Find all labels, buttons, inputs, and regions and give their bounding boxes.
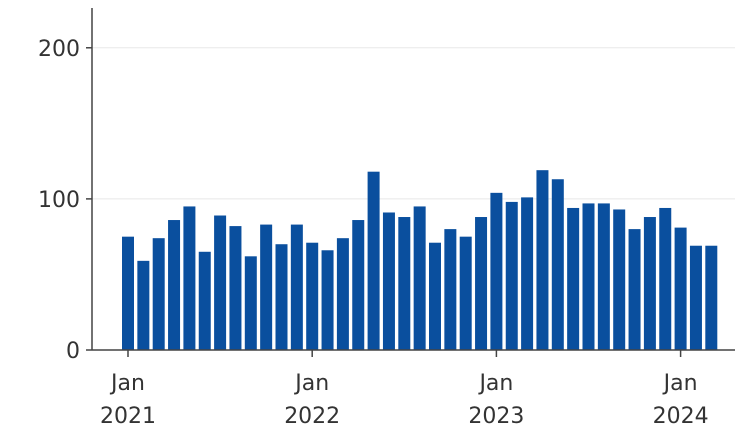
bar-2023-08 bbox=[597, 203, 610, 350]
bar-2023-01 bbox=[490, 192, 503, 350]
bar-2023-06 bbox=[567, 207, 580, 350]
x-tick-label-year: 2023 bbox=[468, 404, 524, 429]
bar-2022-09 bbox=[429, 242, 441, 350]
x-tick-label-year: 2022 bbox=[284, 404, 340, 429]
bar-2022-08 bbox=[413, 206, 426, 350]
gridlines bbox=[92, 47, 735, 200]
x-tick-label-year: 2024 bbox=[653, 404, 709, 429]
y-tick-label: 0 bbox=[66, 339, 80, 364]
bar-2023-02 bbox=[505, 201, 518, 350]
bar-2021-04 bbox=[168, 220, 181, 350]
bar-2021-10 bbox=[260, 224, 273, 350]
bar-2021-01 bbox=[122, 236, 134, 350]
bar-2021-12 bbox=[290, 224, 303, 350]
x-tick-label-month: Jan bbox=[662, 371, 698, 396]
bar-2021-07 bbox=[214, 215, 227, 350]
bar-2023-10 bbox=[628, 229, 641, 350]
x-axis-ticks: Jan 2021 Jan 2022 Jan 2023 Jan 2024 bbox=[100, 350, 709, 429]
x-tick-label-month: Jan bbox=[477, 371, 513, 396]
bar-2023-11 bbox=[643, 217, 656, 350]
bar-2023-03 bbox=[521, 197, 534, 350]
bar-2022-05 bbox=[367, 171, 380, 350]
bar-2024-02 bbox=[689, 245, 702, 350]
bars bbox=[122, 170, 718, 350]
bar-2022-04 bbox=[352, 220, 365, 350]
bar-2023-07 bbox=[582, 203, 595, 350]
bar-2021-08 bbox=[229, 226, 242, 350]
x-tick-label-month: Jan bbox=[109, 371, 145, 396]
bar-2021-11 bbox=[275, 244, 288, 350]
bar-2024-03 bbox=[705, 245, 718, 350]
bar-2022-07 bbox=[398, 217, 411, 350]
bar-2022-02 bbox=[321, 250, 334, 350]
bar-2022-10 bbox=[444, 229, 457, 350]
y-axis-ticks: 0 100 200 bbox=[38, 37, 92, 364]
bar-2023-09 bbox=[613, 209, 626, 350]
bar-2021-02 bbox=[137, 260, 150, 350]
bar-2022-03 bbox=[336, 238, 349, 350]
y-tick-label: 200 bbox=[38, 37, 80, 62]
bar-2022-12 bbox=[475, 217, 488, 350]
bar-2022-01 bbox=[306, 242, 319, 350]
bar-2023-04 bbox=[536, 170, 549, 350]
y-tick-label: 100 bbox=[38, 188, 80, 213]
bar-2023-05 bbox=[551, 179, 564, 350]
bar-2022-06 bbox=[382, 212, 395, 350]
x-tick-label-month: Jan bbox=[293, 371, 329, 396]
bar-2021-09 bbox=[244, 256, 257, 350]
bar-2021-05 bbox=[183, 206, 196, 350]
x-tick-label-year: 2021 bbox=[100, 404, 156, 429]
bar-2024-01 bbox=[674, 227, 687, 350]
bar-2023-12 bbox=[659, 207, 672, 350]
bar-2021-03 bbox=[152, 238, 165, 350]
axes bbox=[91, 8, 735, 351]
bar-2022-11 bbox=[459, 236, 472, 350]
bar-2021-06 bbox=[198, 251, 211, 350]
